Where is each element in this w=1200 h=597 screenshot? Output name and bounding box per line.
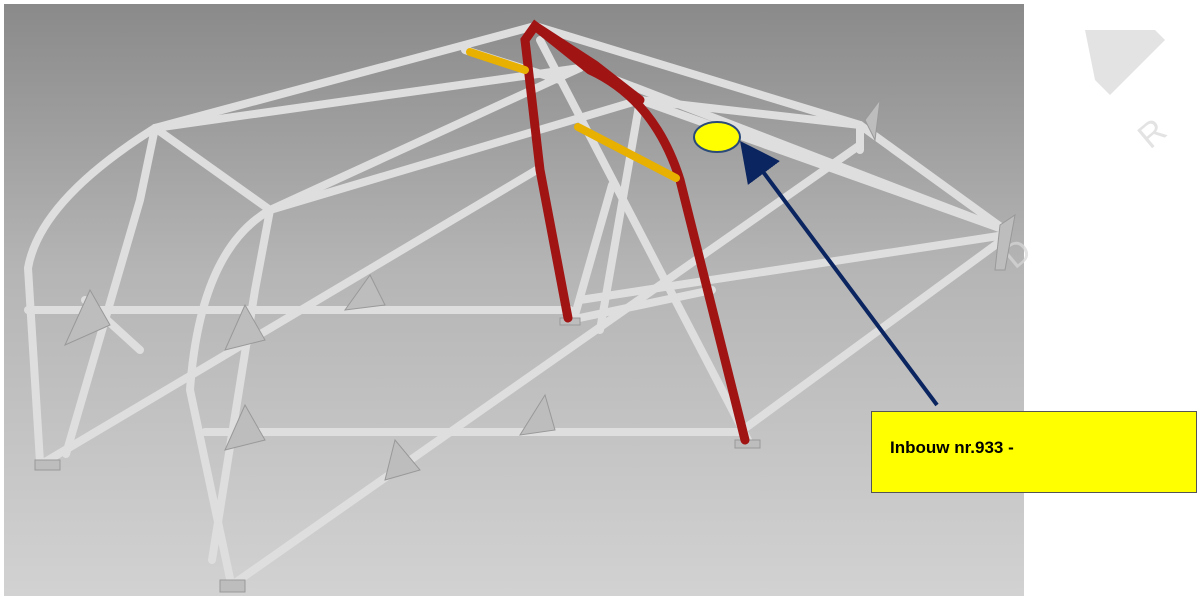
cad-render-panel	[4, 4, 1024, 596]
callout-box: Inbouw nr.933 -	[871, 411, 1197, 493]
cage-tubes	[23, 22, 1009, 592]
gussets	[34, 98, 1016, 593]
yellow-marker-ellipse	[693, 121, 741, 153]
watermark: R D	[996, 30, 1174, 276]
callout-arrow	[740, 140, 939, 407]
highlight-bars	[466, 48, 680, 182]
callout-label: Inbouw nr.933 -	[890, 438, 1014, 457]
main-hoop	[520, 19, 750, 445]
svg-text:R: R	[1131, 111, 1174, 156]
